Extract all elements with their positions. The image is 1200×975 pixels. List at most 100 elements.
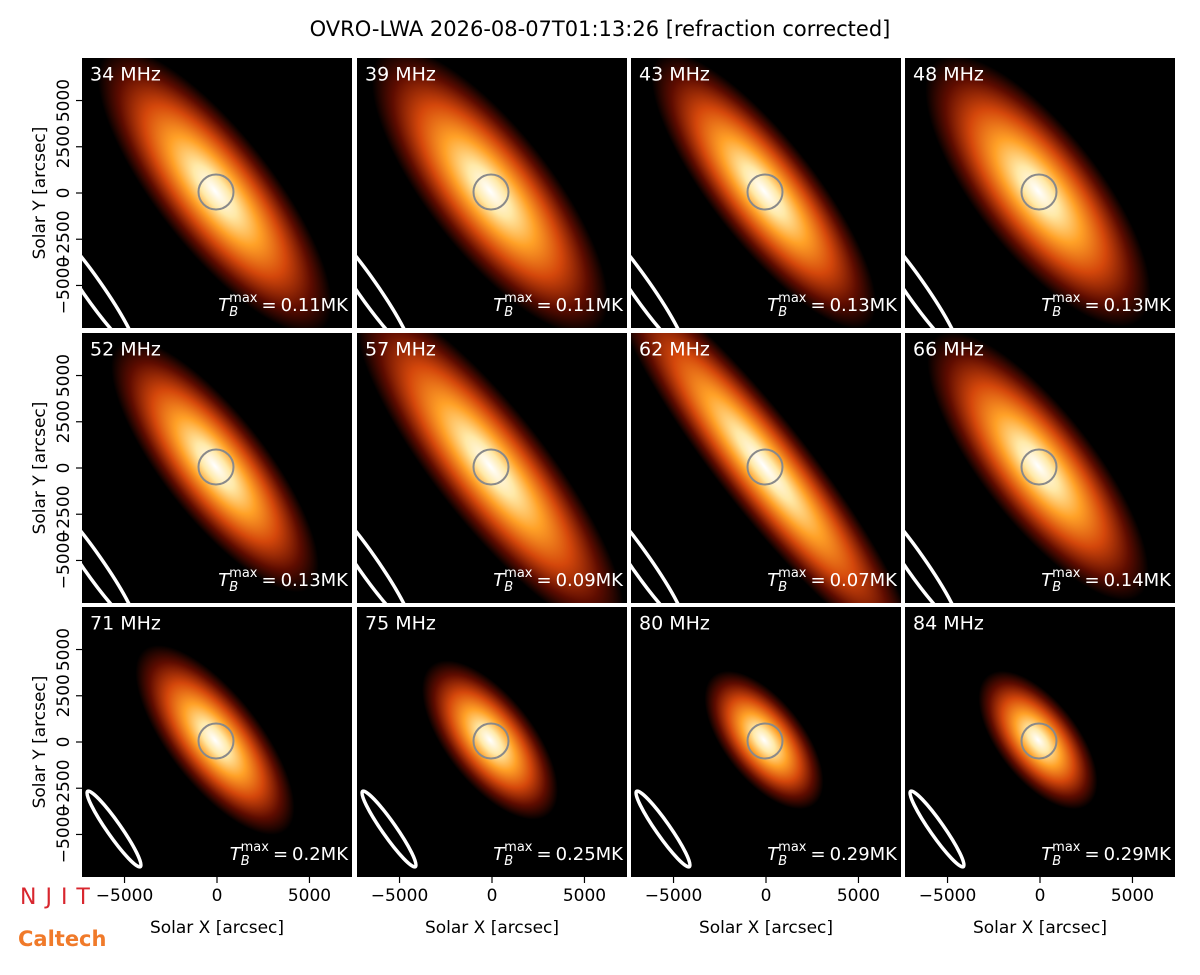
tb-sup: max <box>229 291 258 306</box>
tb-sub: B <box>778 854 787 869</box>
solar-disk <box>1020 722 1058 760</box>
tb-eq: = <box>1084 570 1099 591</box>
x-tick-label: 0 <box>487 886 498 906</box>
tb-label: TBmax = 0.11MK <box>493 291 624 320</box>
y-tick-label: 5000 <box>54 79 74 122</box>
x-tick-label: 0 <box>212 886 223 906</box>
tb-eq: = <box>1084 295 1099 316</box>
tb-sub: B <box>229 580 238 595</box>
tb-sub: B <box>229 305 238 320</box>
y-tick-label: −2500 <box>54 759 74 817</box>
x-tick-label: 5000 <box>563 886 606 906</box>
freq-label: 80 MHz <box>639 613 710 635</box>
solar-disk <box>746 722 784 760</box>
emission <box>978 670 1098 810</box>
emission <box>111 339 319 593</box>
tb-sub: B <box>241 854 250 869</box>
y-axis-label: Solar Y [arcsec] <box>30 676 50 809</box>
tb-sup: max <box>778 566 807 581</box>
figure-title: OVRO-LWA 2026-08-07T01:13:26 [refraction… <box>310 17 891 41</box>
freq-label: 52 MHz <box>90 339 161 361</box>
tb-symbol: T <box>218 295 231 316</box>
emission <box>631 333 901 603</box>
emission <box>704 670 824 810</box>
freq-label: 34 MHz <box>90 64 161 86</box>
beam <box>905 224 961 328</box>
solar-disk <box>746 173 784 211</box>
tb-sub: B <box>778 305 787 320</box>
emission <box>135 645 295 835</box>
y-tick-label: 0 <box>54 188 74 199</box>
freq-label: 71 MHz <box>90 613 161 635</box>
tb-eq: = <box>1084 844 1099 865</box>
y-tick-label: −2500 <box>54 210 74 268</box>
solar-disk <box>197 448 235 486</box>
tb-sub: B <box>504 305 513 320</box>
logo-caltech: Caltech <box>18 927 106 951</box>
tb-symbol: T <box>493 570 506 591</box>
tb-eq: = <box>536 844 551 865</box>
tb-value: 0.25MK <box>556 844 625 865</box>
beam <box>631 224 687 328</box>
emission <box>927 333 1149 601</box>
solar-disk <box>472 448 510 486</box>
y-tick-label: 5000 <box>54 354 74 397</box>
tb-symbol: T <box>1041 570 1054 591</box>
tb-symbol: T <box>1041 844 1054 865</box>
tb-symbol: T <box>493 844 506 865</box>
freq-label: 39 MHz <box>365 64 436 86</box>
tb-value: 0.13MK <box>281 570 350 591</box>
tb-label: TBmax = 0.2MK <box>230 840 350 869</box>
y-tick-label: −5000 <box>54 532 74 590</box>
beam <box>908 789 966 869</box>
panel <box>905 333 1175 603</box>
tb-label: TBmax = 0.29MK <box>1041 840 1172 869</box>
y-axis-label: Solar Y [arcsec] <box>30 402 50 535</box>
tb-eq: = <box>261 295 276 316</box>
tb-sub: B <box>1052 305 1061 320</box>
x-tick-label: −5000 <box>96 886 154 906</box>
tb-label: TBmax = 0.25MK <box>493 840 624 869</box>
y-tick-label: −5000 <box>54 806 74 864</box>
freq-label: 75 MHz <box>365 613 436 635</box>
tb-sup: max <box>504 291 533 306</box>
tb-sub: B <box>504 580 513 595</box>
emission <box>97 58 333 328</box>
beam <box>82 499 138 603</box>
freq-label: 84 MHz <box>913 613 984 635</box>
tb-eq: = <box>536 570 551 591</box>
tb-label: TBmax = 0.11MK <box>218 291 349 320</box>
panel <box>905 607 1175 877</box>
tb-eq: = <box>810 295 825 316</box>
tb-sup: max <box>229 566 258 581</box>
solar-disk <box>197 173 235 211</box>
y-axis-label: Solar Y [arcsec] <box>30 127 50 260</box>
tb-value: 0.11MK <box>556 295 625 316</box>
tb-label: TBmax = 0.13MK <box>767 291 898 320</box>
tb-eq: = <box>273 844 288 865</box>
tb-value: 0.14MK <box>1104 570 1173 591</box>
tb-symbol: T <box>218 570 231 591</box>
tb-value: 0.2MK <box>292 844 349 865</box>
panel <box>905 58 1175 328</box>
tb-symbol: T <box>1041 295 1054 316</box>
y-tick-label: −5000 <box>54 257 74 315</box>
beam <box>905 499 961 603</box>
emission <box>371 58 609 328</box>
tb-sup: max <box>241 840 270 855</box>
tb-value: 0.09MK <box>556 570 625 591</box>
tb-sup: max <box>778 291 807 306</box>
tb-sub: B <box>1052 580 1061 595</box>
x-tick-label: −5000 <box>371 886 429 906</box>
tb-sup: max <box>1052 840 1081 855</box>
x-tick-label: 5000 <box>288 886 331 906</box>
panel <box>631 607 901 877</box>
freq-label: 62 MHz <box>639 339 710 361</box>
tb-value: 0.29MK <box>1104 844 1173 865</box>
panel <box>357 333 627 603</box>
solar-disk <box>1020 448 1058 486</box>
tb-sub: B <box>778 580 787 595</box>
tb-symbol: T <box>767 295 780 316</box>
panel <box>631 333 901 603</box>
tb-eq: = <box>536 295 551 316</box>
